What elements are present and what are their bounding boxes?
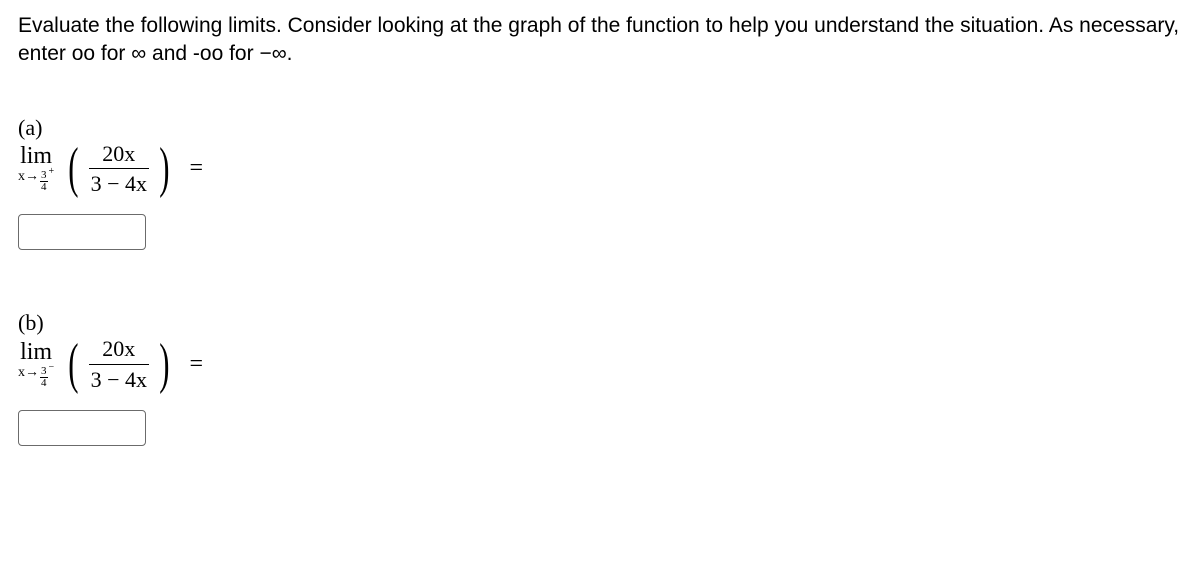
lim-operator-b: lim x→ 3 4 −	[18, 340, 54, 389]
equals-b: =	[189, 351, 203, 378]
rparen-b: )	[159, 342, 169, 387]
lparen-b: (	[68, 342, 78, 387]
denominator-b: 3 − 4x	[89, 364, 149, 392]
answer-input-b[interactable]	[18, 410, 146, 446]
part-b: (b) lim x→ 3 4 − ( 20x 3 − 4x	[18, 310, 1182, 446]
part-b-expression: lim x→ 3 4 − ( 20x 3 − 4x ) =	[18, 336, 1182, 392]
lim-approach-den-a: 4	[41, 182, 47, 193]
lim-side-b: −	[49, 363, 55, 373]
lim-side-a: +	[49, 167, 55, 177]
lparen-a: (	[68, 146, 78, 191]
rparen-a: )	[159, 146, 169, 191]
denominator-a: 3 − 4x	[89, 168, 149, 196]
lim-approach-var-a: x→	[18, 170, 39, 184]
lim-approach-a: x→ 3 4 +	[18, 170, 54, 193]
part-b-label: (b)	[18, 310, 1182, 336]
part-a: (a) lim x→ 3 4 + ( 20x 3 − 4x	[18, 115, 1182, 251]
answer-input-a[interactable]	[18, 214, 146, 250]
numerator-a: 20x	[100, 141, 137, 168]
equals-a: =	[189, 155, 203, 182]
main-frac-a: 20x 3 − 4x	[83, 141, 155, 197]
paren-group-b: ( 20x 3 − 4x )	[64, 336, 173, 392]
paren-group-a: ( 20x 3 − 4x )	[64, 141, 173, 197]
main-frac-b: 20x 3 − 4x	[83, 336, 155, 392]
lim-approach-frac-a: 3 4	[40, 170, 48, 193]
lim-operator-a: lim x→ 3 4 +	[18, 144, 54, 193]
part-a-label: (a)	[18, 115, 1182, 141]
page-root: Evaluate the following limits. Consider …	[0, 0, 1200, 518]
lim-approach-b: x→ 3 4 −	[18, 366, 54, 389]
lim-approach-frac-b: 3 4	[40, 366, 48, 389]
lim-approach-num-b: 3	[40, 366, 48, 378]
part-a-expression: lim x→ 3 4 + ( 20x 3 − 4x ) =	[18, 141, 1182, 197]
lim-text-a: lim	[20, 144, 52, 168]
lim-approach-den-b: 4	[41, 378, 47, 389]
numerator-b: 20x	[100, 336, 137, 363]
lim-text-b: lim	[20, 340, 52, 364]
instructions-text: Evaluate the following limits. Consider …	[18, 12, 1182, 69]
lim-approach-var-b: x→	[18, 366, 39, 380]
